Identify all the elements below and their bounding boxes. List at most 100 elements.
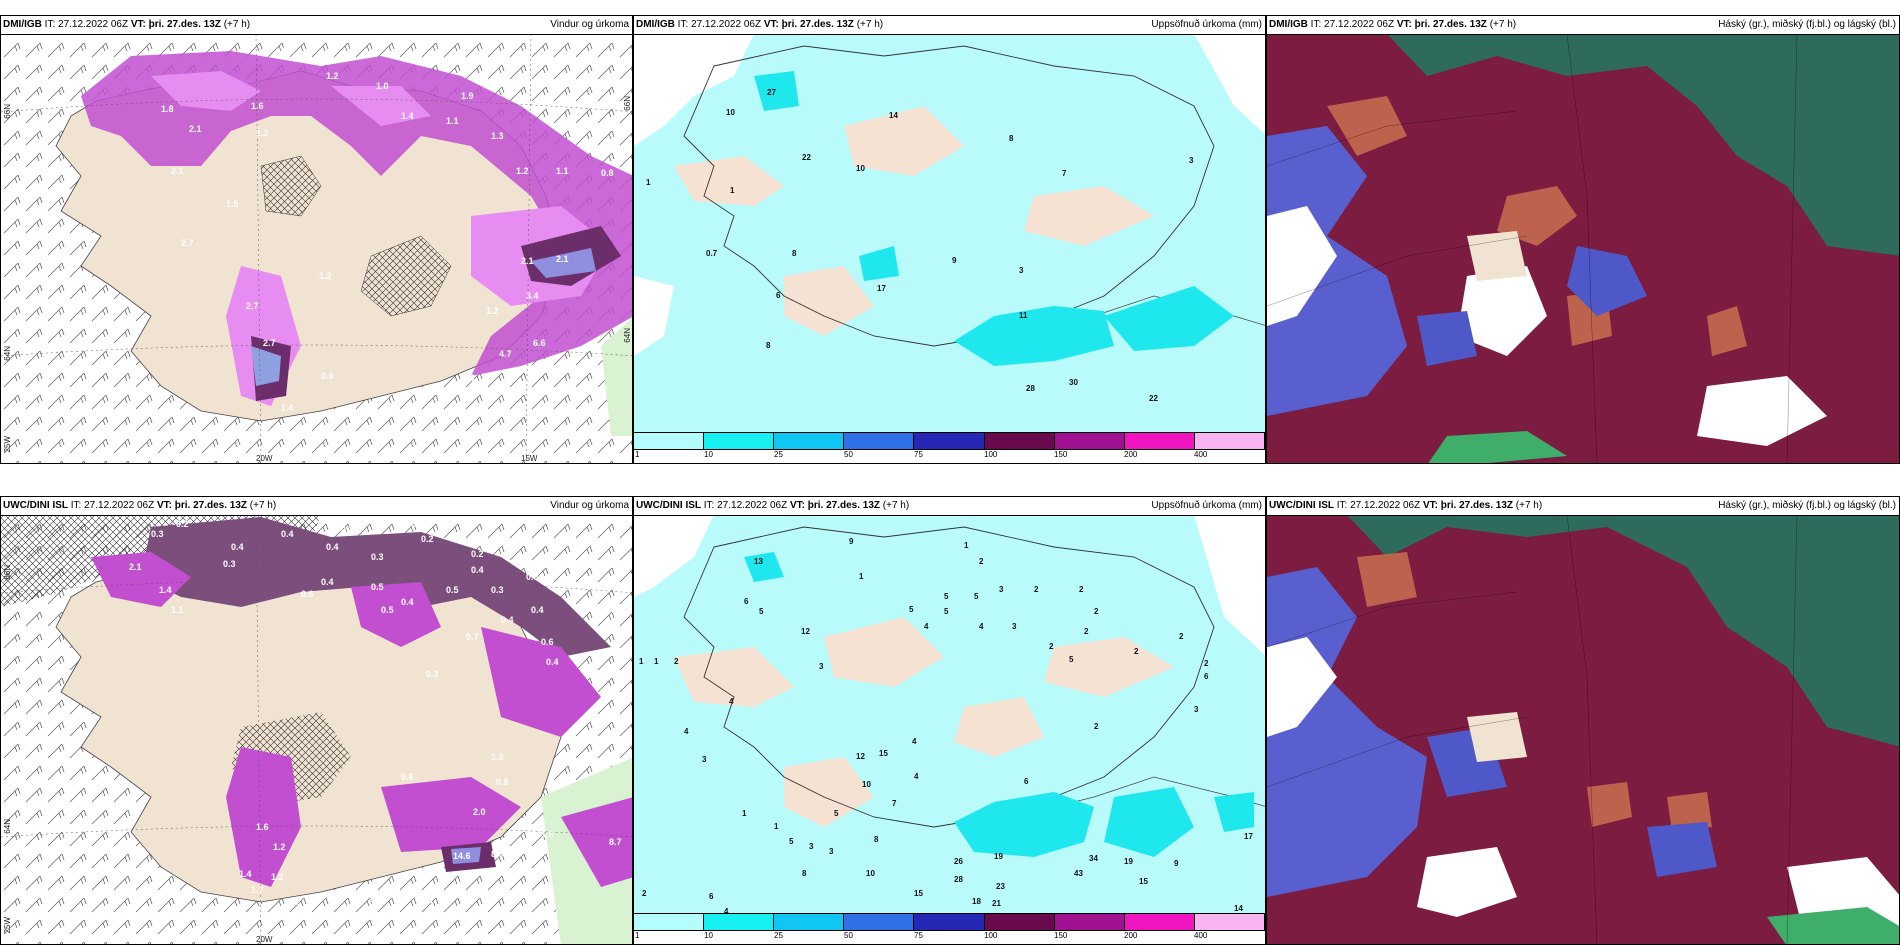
wind-label: 0.3 bbox=[491, 585, 504, 595]
precip-label: 3 bbox=[1194, 705, 1199, 714]
precip-label: 2 bbox=[1034, 585, 1039, 594]
precip-label: 13 bbox=[754, 557, 763, 566]
accumulated-precip-map bbox=[634, 515, 1265, 913]
precip-label: 1 bbox=[654, 657, 659, 666]
precip-label: 1 bbox=[859, 572, 864, 581]
panel-title: Háský (gr.), miðský (fj.bl.) og lágský (… bbox=[1718, 500, 1896, 511]
panel-header: DMI/IGB IT: 27.12.2022 06Z VT: þri. 27.d… bbox=[634, 16, 1265, 35]
panel-bottom-cloud: UWC/DINI ISL IT: 27.12.2022 06Z VT: þri.… bbox=[1266, 496, 1900, 945]
panel-title: Vindur og úrkoma bbox=[550, 19, 629, 30]
panel-top-cloud: DMI/IGB IT: 27.12.2022 06Z VT: þri. 27.d… bbox=[1266, 15, 1900, 464]
legend-swatch bbox=[704, 433, 775, 449]
wind-label: 4.7 bbox=[499, 349, 512, 359]
precip-label: 23 bbox=[996, 882, 1005, 891]
valid-time: VT: þri. 27.des. 13Z bbox=[156, 500, 248, 511]
precip-label: 4 bbox=[912, 737, 917, 746]
legend-swatch bbox=[704, 914, 775, 930]
wind-label: 2.7 bbox=[246, 301, 259, 311]
wind-label: 3.1 bbox=[369, 897, 382, 907]
wind-label: 0.6 bbox=[541, 637, 554, 647]
wind-label: 0.4 bbox=[531, 605, 544, 615]
precip-label: 4 bbox=[979, 622, 984, 631]
precip-label: 2 bbox=[1079, 585, 1084, 594]
precip-label: 18 bbox=[972, 897, 981, 906]
wind-label: 6.6 bbox=[533, 338, 546, 348]
lat-64n-right-label: 64N bbox=[623, 328, 632, 343]
init-time: IT: 27.12.2022 06Z bbox=[677, 19, 762, 30]
precip-label: 5 bbox=[759, 607, 764, 616]
panel-title: Uppsöfnuð úrkoma (mm) bbox=[1151, 19, 1262, 30]
precip-label: 4 bbox=[924, 622, 929, 631]
wind-label: 1.6 bbox=[251, 101, 264, 111]
tick-label: 1 bbox=[635, 931, 640, 940]
precip-label: 15 bbox=[879, 749, 888, 758]
precip-label: 10 bbox=[726, 108, 735, 117]
legend-swatch bbox=[1194, 433, 1265, 449]
panel-title: Vindur og úrkoma bbox=[550, 500, 629, 511]
wind-label: 1.8 bbox=[161, 104, 174, 114]
precip-label: 17 bbox=[877, 284, 886, 293]
tick-label: 200 bbox=[1124, 931, 1138, 940]
precip-label: 5 bbox=[834, 809, 839, 818]
model-source: DMI/IGB bbox=[636, 19, 675, 30]
precip-label: 8 bbox=[874, 835, 879, 844]
precip-label: 3 bbox=[809, 842, 814, 851]
tick-label: 400 bbox=[1194, 931, 1208, 940]
precip-label: 2 bbox=[1134, 647, 1139, 656]
wind-label: 0.3 bbox=[526, 572, 539, 582]
precip-label: 8 bbox=[802, 869, 807, 878]
wind-label: 2.6 bbox=[286, 897, 299, 907]
wind-label: 2.7 bbox=[263, 338, 276, 348]
init-time: IT: 27.12.2022 06Z bbox=[44, 19, 129, 30]
wind-label: 1.2 bbox=[271, 872, 284, 882]
precip-label: 15 bbox=[914, 889, 923, 898]
valid-time: VT: þri. 27.des. 13Z bbox=[1396, 19, 1487, 30]
wind-label: 1.6 bbox=[256, 822, 269, 832]
precip-label: 28 bbox=[1026, 384, 1035, 393]
lon-20w-label: 20W bbox=[256, 454, 273, 463]
precip-label: 8 bbox=[766, 341, 771, 350]
wind-label: 0.2 bbox=[411, 519, 424, 529]
precip-label: 6 bbox=[709, 892, 714, 901]
legend-swatch bbox=[914, 433, 985, 449]
wind-label: 1.9 bbox=[461, 91, 474, 101]
precip-label: 30 bbox=[1069, 378, 1078, 387]
tick-label: 150 bbox=[1054, 450, 1068, 459]
wind-label: 0.5 bbox=[446, 585, 459, 595]
wind-label: 1.3 bbox=[516, 842, 529, 852]
precip-label: 5 bbox=[944, 607, 949, 616]
precip-label: 2 bbox=[1204, 659, 1209, 668]
precip-label: 3 bbox=[819, 662, 824, 671]
panel-header: DMI/IGB IT: 27.12.2022 06Z VT: þri. 27.d… bbox=[1, 16, 632, 35]
wind-label: 1.2 bbox=[319, 271, 332, 281]
precip-label: 3 bbox=[702, 755, 707, 764]
tick-label: 50 bbox=[844, 450, 853, 459]
precip-label: 2 bbox=[1094, 722, 1099, 731]
wind-label: 1.3 bbox=[491, 131, 504, 141]
precip-label: 6 bbox=[744, 597, 749, 606]
precip-label: 1 bbox=[774, 822, 779, 831]
panel-bottom-wind: UWC/DINI ISL IT: 27.12.2022 06Z VT: þri.… bbox=[0, 496, 633, 945]
wind-label: 1.1 bbox=[171, 605, 184, 615]
wind-label: 0.4 bbox=[471, 565, 484, 575]
model-source: DMI/IGB bbox=[1269, 19, 1308, 30]
accumulated-precip-map bbox=[634, 34, 1265, 432]
legend-swatch bbox=[844, 914, 915, 930]
precip-label: 22 bbox=[1149, 394, 1158, 403]
init-time: IT: 27.12.2022 06Z bbox=[1336, 500, 1421, 511]
precip-label: 15 bbox=[1139, 877, 1148, 886]
wind-label: 2.1 bbox=[556, 254, 569, 264]
legend-swatch bbox=[634, 914, 705, 930]
panel-header: DMI/IGB IT: 27.12.2022 06Z VT: þri. 27.d… bbox=[1267, 16, 1899, 35]
wind-label: 3.1 bbox=[463, 373, 476, 383]
model-source: UWC/DINI ISL bbox=[636, 500, 701, 511]
lon-25w-label: 25W bbox=[3, 917, 12, 934]
precip-label: 12 bbox=[856, 752, 865, 761]
wind-label: 1.4 bbox=[239, 869, 252, 879]
wind-label: 1.1 bbox=[446, 116, 459, 126]
legend-swatch bbox=[1194, 914, 1265, 930]
wind-label: 1.2 bbox=[326, 71, 339, 81]
tick-label: 75 bbox=[914, 931, 923, 940]
wind-label: 2.1 bbox=[171, 166, 184, 176]
precip-label: 1 bbox=[742, 809, 747, 818]
